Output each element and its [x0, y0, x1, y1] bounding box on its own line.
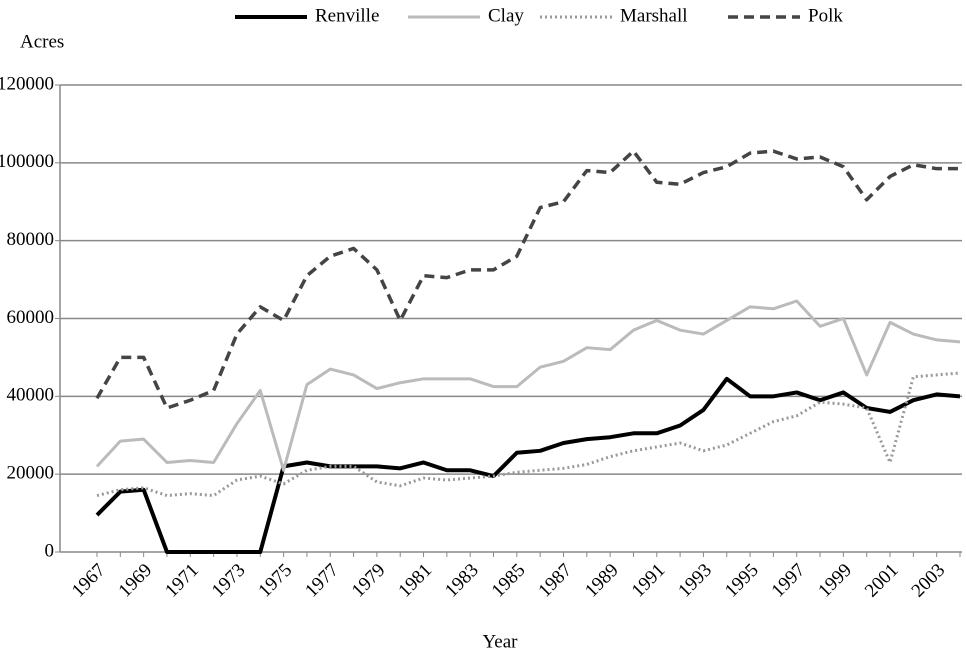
x-tick-label: 1995: [721, 560, 763, 602]
legend-label: Marshall: [620, 5, 688, 26]
series-line: [95, 149, 960, 410]
x-tick-label: 1991: [628, 560, 670, 602]
x-tick-label: 2001: [861, 560, 903, 602]
series-line: [96, 371, 961, 498]
legend-item: Marshall: [540, 5, 688, 26]
x-tick-label: 1985: [488, 560, 530, 602]
y-tick-label: 100000: [0, 151, 54, 172]
y-tick-label: 20000: [7, 463, 55, 484]
legend-item: Polk: [728, 5, 843, 26]
x-tick-label: 1969: [115, 560, 157, 602]
y-tick-label: 40000: [7, 385, 55, 406]
legend-label: Polk: [808, 5, 843, 26]
y-tick-label: 80000: [7, 229, 55, 250]
series-line: [95, 376, 961, 554]
x-tick-label: 1999: [814, 560, 856, 602]
x-axis-label: Year: [482, 631, 518, 652]
x-tick-label: 1977: [301, 560, 343, 602]
x-tick-label: 1973: [208, 560, 250, 602]
x-tick-label: 1989: [581, 560, 623, 602]
series-line: [95, 299, 961, 472]
x-tick-label: 1979: [348, 560, 390, 602]
legend-label: Renville: [315, 5, 379, 26]
x-tick-label: 1983: [441, 560, 483, 602]
y-tick-label: 120000: [0, 73, 54, 94]
legend-item: Clay: [408, 5, 524, 26]
x-tick-label: 1967: [68, 560, 110, 602]
x-tick-label: 1997: [768, 560, 810, 602]
x-tick-label: 1993: [674, 560, 716, 602]
x-tick-label: 1987: [534, 560, 576, 602]
legend-label: Clay: [488, 5, 524, 26]
x-tick-label: 2003: [908, 560, 950, 602]
legend-item: Renville: [235, 5, 379, 26]
y-tick-label: 60000: [7, 307, 55, 328]
x-tick-label: 1975: [254, 560, 296, 602]
y-axis-label: Acres: [20, 31, 64, 52]
x-tick-label: 1981: [394, 560, 436, 602]
y-tick-label: 0: [45, 540, 55, 561]
x-tick-label: 1971: [161, 560, 203, 602]
